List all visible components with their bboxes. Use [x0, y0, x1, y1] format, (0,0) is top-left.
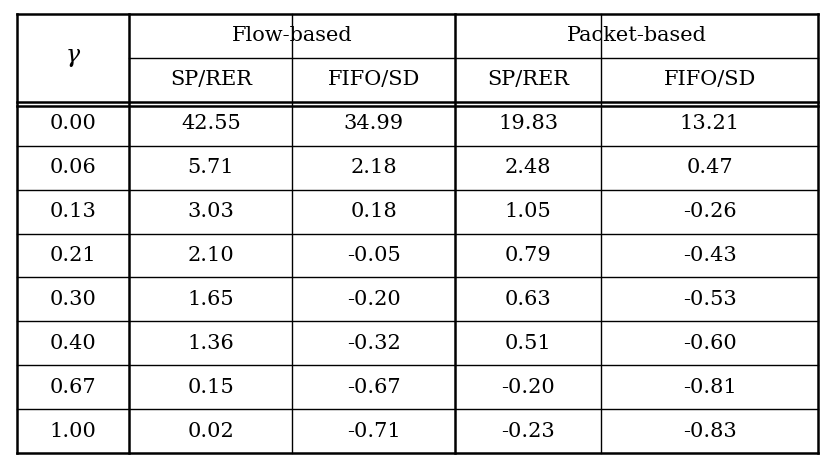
Text: -0.20: -0.20 [501, 378, 555, 396]
Text: FIFO/SD: FIFO/SD [327, 71, 420, 89]
Text: -0.81: -0.81 [683, 378, 736, 396]
Text: 0.67: 0.67 [50, 378, 96, 396]
Text: -0.67: -0.67 [347, 378, 401, 396]
Text: 13.21: 13.21 [680, 114, 740, 133]
Text: -0.60: -0.60 [683, 334, 736, 353]
Text: 0.02: 0.02 [188, 422, 234, 440]
Text: -0.32: -0.32 [347, 334, 401, 353]
Text: 42.55: 42.55 [181, 114, 240, 133]
Text: 3.03: 3.03 [187, 202, 235, 221]
Text: -0.23: -0.23 [501, 422, 555, 440]
Text: 0.30: 0.30 [49, 290, 97, 309]
Text: 0.21: 0.21 [50, 246, 96, 265]
Text: 0.18: 0.18 [351, 202, 397, 221]
Text: 0.00: 0.00 [49, 114, 97, 133]
Text: SP/RER: SP/RER [170, 71, 252, 89]
Text: SP/RER: SP/RER [487, 71, 569, 89]
Text: FIFO/SD: FIFO/SD [664, 71, 756, 89]
Text: -0.05: -0.05 [347, 246, 401, 265]
Text: 19.83: 19.83 [498, 114, 559, 133]
Text: -0.43: -0.43 [683, 246, 736, 265]
Text: Packet-based: Packet-based [567, 27, 706, 45]
Text: 0.06: 0.06 [50, 158, 96, 177]
Text: 0.51: 0.51 [505, 334, 551, 353]
Text: $\gamma$: $\gamma$ [65, 46, 81, 70]
Text: 34.99: 34.99 [343, 114, 404, 133]
Text: 0.15: 0.15 [188, 378, 234, 396]
Text: 2.18: 2.18 [351, 158, 397, 177]
Text: Flow-based: Flow-based [232, 27, 352, 45]
Text: 0.63: 0.63 [505, 290, 551, 309]
Text: -0.26: -0.26 [683, 202, 736, 221]
Text: 1.00: 1.00 [49, 422, 97, 440]
Text: -0.71: -0.71 [347, 422, 401, 440]
Text: 0.40: 0.40 [50, 334, 96, 353]
Text: 1.36: 1.36 [188, 334, 234, 353]
Text: 5.71: 5.71 [188, 158, 234, 177]
Text: -0.53: -0.53 [683, 290, 736, 309]
Text: 0.13: 0.13 [49, 202, 97, 221]
Text: -0.83: -0.83 [683, 422, 736, 440]
Text: 1.65: 1.65 [188, 290, 234, 309]
Text: 1.05: 1.05 [505, 202, 551, 221]
Text: 2.10: 2.10 [188, 246, 234, 265]
Text: -0.20: -0.20 [347, 290, 401, 309]
Text: 2.48: 2.48 [505, 158, 551, 177]
Text: 0.47: 0.47 [686, 158, 733, 177]
Text: 0.79: 0.79 [505, 246, 551, 265]
